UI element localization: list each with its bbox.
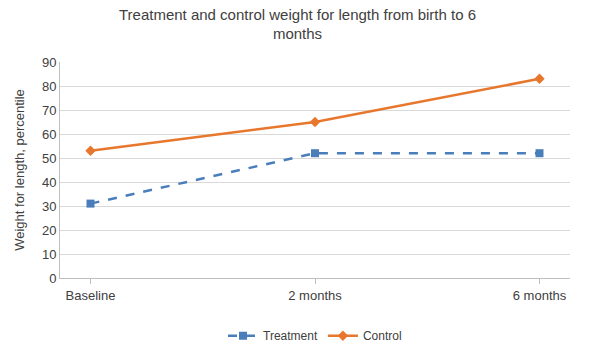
svg-text:Treatment: Treatment bbox=[263, 329, 318, 343]
svg-text:90: 90 bbox=[42, 55, 56, 70]
svg-text:2 months: 2 months bbox=[288, 288, 342, 303]
svg-text:20: 20 bbox=[42, 223, 56, 238]
svg-text:6 months: 6 months bbox=[513, 288, 567, 303]
svg-text:Treatment and control weight f: Treatment and control weight for length … bbox=[119, 6, 476, 43]
svg-text:Control: Control bbox=[363, 329, 402, 343]
svg-text:70: 70 bbox=[42, 103, 56, 118]
svg-text:10: 10 bbox=[42, 247, 56, 262]
svg-text:50: 50 bbox=[42, 151, 56, 166]
svg-text:Baseline: Baseline bbox=[66, 288, 116, 303]
svg-text:0: 0 bbox=[49, 271, 56, 286]
svg-text:80: 80 bbox=[42, 79, 56, 94]
svg-text:30: 30 bbox=[42, 199, 56, 214]
svg-text:60: 60 bbox=[42, 127, 56, 142]
svg-text:Weight for length, percentile: Weight for length, percentile bbox=[12, 89, 27, 251]
svg-text:40: 40 bbox=[42, 175, 56, 190]
